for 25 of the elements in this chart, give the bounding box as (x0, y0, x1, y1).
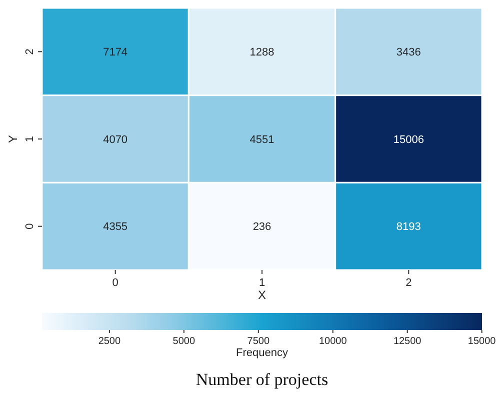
data-label: 15006 (393, 134, 424, 146)
y-axis-title: Y (6, 134, 20, 144)
color-bar-title: Frequency (236, 347, 288, 359)
y-tick-label: 1 (24, 136, 36, 142)
color-bar-label: 12500 (393, 336, 422, 347)
color-bar-label: 2500 (98, 336, 122, 347)
x-axis-title: X (258, 288, 266, 302)
color-bar-label: 7500 (247, 336, 270, 347)
color-bar-label: 10000 (318, 336, 348, 347)
color-bar-label: 15000 (468, 336, 496, 347)
data-label: 3436 (396, 46, 421, 59)
data-label: 4070 (103, 134, 128, 146)
text: Number of projects (196, 370, 328, 389)
data-label: 236 (252, 221, 272, 234)
data-label: 1288 (250, 46, 274, 59)
data-label: 8193 (396, 221, 421, 234)
x-tick-label: 0 (112, 277, 118, 289)
data-label: 4355 (103, 221, 128, 234)
x-tick-label: 2 (406, 277, 412, 289)
y-tick-label: 2 (24, 48, 36, 55)
x-tick-label: 1 (258, 277, 266, 289)
data-label: 7174 (103, 46, 128, 59)
data-label: 4551 (250, 134, 274, 146)
color-bar-label: 5000 (172, 336, 196, 347)
y-tick-label: 0 (24, 223, 36, 230)
